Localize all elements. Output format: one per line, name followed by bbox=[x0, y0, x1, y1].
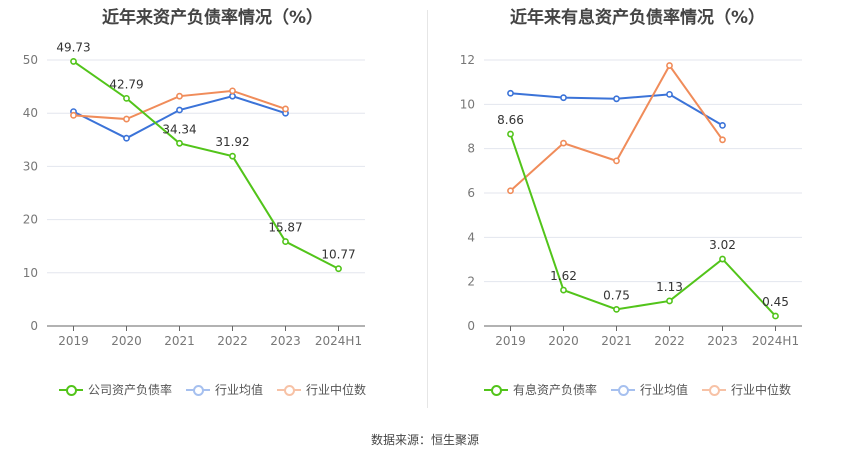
series-line bbox=[72, 60, 339, 270]
data-point bbox=[176, 92, 183, 100]
y-tick-label: 0 bbox=[30, 319, 38, 333]
y-tick-label: 10 bbox=[23, 266, 38, 280]
data-point bbox=[70, 111, 77, 119]
data-point bbox=[719, 136, 726, 144]
data-point bbox=[123, 115, 130, 123]
legend-label: 行业中位数 bbox=[731, 383, 792, 397]
data-point bbox=[560, 139, 567, 147]
data-label: 1.62 bbox=[550, 269, 577, 283]
y-tick-label: 40 bbox=[23, 106, 38, 120]
legend-swatch-icon bbox=[702, 384, 726, 396]
data-point bbox=[719, 255, 726, 263]
series-line bbox=[509, 133, 777, 317]
legend-label: 公司资产负债率 bbox=[87, 383, 172, 397]
data-point bbox=[613, 95, 620, 103]
data-point bbox=[507, 89, 514, 97]
data-point bbox=[560, 94, 567, 102]
y-tick-label: 12 bbox=[460, 53, 475, 67]
data-point bbox=[613, 305, 620, 313]
data-label: 31.92 bbox=[215, 135, 249, 149]
data-point bbox=[229, 152, 236, 160]
data-label: 1.13 bbox=[656, 280, 683, 294]
legend-label: 行业中位数 bbox=[306, 383, 367, 397]
data-point bbox=[772, 312, 779, 320]
data-label: 8.66 bbox=[497, 113, 524, 127]
x-tick-label: 2019 bbox=[58, 334, 89, 348]
data-label: 3.02 bbox=[709, 238, 736, 252]
data-label: 0.75 bbox=[603, 288, 630, 302]
data-label: 0.45 bbox=[762, 295, 789, 309]
data-point bbox=[176, 106, 183, 114]
legend-label: 行业均值 bbox=[639, 383, 688, 397]
x-tick-label: 2022 bbox=[654, 334, 685, 348]
data-point bbox=[335, 265, 342, 273]
data-label: 10.77 bbox=[321, 248, 355, 262]
y-tick-label: 8 bbox=[467, 142, 475, 156]
x-tick-label: 2022 bbox=[217, 334, 248, 348]
data-point bbox=[123, 134, 130, 142]
x-tick-label: 2019 bbox=[495, 334, 526, 348]
panel-divider bbox=[427, 10, 428, 408]
data-point bbox=[613, 157, 620, 165]
x-tick-label: 2023 bbox=[270, 334, 301, 348]
data-point bbox=[666, 62, 673, 69]
data-point bbox=[229, 87, 236, 95]
legend-item-company-ratio[interactable]: 公司资产负债率 bbox=[58, 381, 172, 398]
data-point bbox=[507, 187, 514, 195]
chart-title: 近年来资产负债率情况（%） bbox=[101, 8, 324, 28]
data-label: 34.34 bbox=[162, 122, 196, 136]
legend: 公司资产负债率 行业均值 行业中位数 bbox=[0, 381, 425, 398]
x-tick-label: 2020 bbox=[111, 334, 142, 348]
data-point bbox=[70, 58, 77, 65]
y-tick-label: 0 bbox=[467, 319, 475, 333]
x-tick-label: 2024H1 bbox=[752, 334, 799, 348]
data-point bbox=[282, 238, 289, 245]
x-tick-label: 2021 bbox=[601, 334, 632, 348]
y-tick-label: 30 bbox=[23, 159, 38, 173]
chart-title: 近年来有息资产负债率情况（%） bbox=[509, 8, 766, 28]
x-tick-label: 2020 bbox=[548, 334, 579, 348]
y-tick-label: 20 bbox=[23, 213, 38, 227]
legend-item-industry-median[interactable]: 行业中位数 bbox=[702, 381, 791, 398]
y-tick-label: 10 bbox=[460, 97, 475, 111]
legend-item-industry-median[interactable]: 行业中位数 bbox=[277, 381, 366, 398]
data-point bbox=[123, 94, 130, 102]
data-label: 49.73 bbox=[56, 40, 90, 54]
legend-label: 有息资产负债率 bbox=[512, 383, 597, 397]
legend-item-industry-mean[interactable]: 行业均值 bbox=[610, 381, 688, 398]
chart-panel-debt-ratio: 近年来资产负债率情况（%） 0 10 20 30 40 50 2019 2020 2021 202… bbox=[0, 0, 425, 420]
legend-swatch-icon bbox=[185, 384, 210, 396]
debt-ratio-plot: 0 10 20 30 40 50 2019 2020 2021 2022 2023 2024H1 49.… bbox=[23, 40, 365, 348]
legend-swatch-icon bbox=[58, 384, 83, 396]
data-source-note: 数据来源：恒生聚源 bbox=[370, 433, 479, 447]
y-tick-label: 6 bbox=[467, 186, 475, 200]
legend-label: 行业均值 bbox=[214, 383, 263, 397]
y-tick-label: 50 bbox=[23, 53, 38, 67]
data-point bbox=[176, 139, 183, 147]
legend: 有息资产负债率 行业均值 行业中位数 bbox=[425, 381, 850, 398]
y-tick-label: 2 bbox=[467, 275, 475, 289]
series-line bbox=[509, 63, 724, 192]
legend-swatch-icon bbox=[610, 384, 635, 396]
legend-item-industry-mean[interactable]: 行业均值 bbox=[185, 381, 263, 398]
x-tick-label: 2024H1 bbox=[315, 334, 362, 348]
chart-panel-interest-debt-ratio: 近年来有息资产负债率情况（%） 0 2 4 6 8 10 12 2019 2020 2021 202… bbox=[425, 0, 850, 420]
data-point bbox=[666, 297, 673, 305]
data-label: 42.79 bbox=[109, 77, 143, 91]
data-point bbox=[507, 130, 514, 138]
data-point bbox=[666, 90, 673, 98]
interest-debt-ratio-plot: 0 2 4 6 8 10 12 2019 2020 2021 2022 2023 2024H1 8.66 1… bbox=[460, 53, 802, 348]
legend-item-interest-debt-ratio[interactable]: 有息资产负债率 bbox=[483, 381, 597, 398]
data-point bbox=[229, 92, 236, 100]
legend-swatch-icon bbox=[483, 384, 508, 396]
y-tick-label: 4 bbox=[467, 230, 475, 244]
data-point bbox=[560, 286, 567, 294]
legend-swatch-icon bbox=[277, 384, 301, 396]
data-point bbox=[282, 105, 289, 113]
x-tick-label: 2023 bbox=[707, 334, 738, 348]
data-label: 15.87 bbox=[268, 221, 302, 235]
data-point bbox=[719, 121, 726, 129]
x-tick-label: 2021 bbox=[164, 334, 195, 348]
